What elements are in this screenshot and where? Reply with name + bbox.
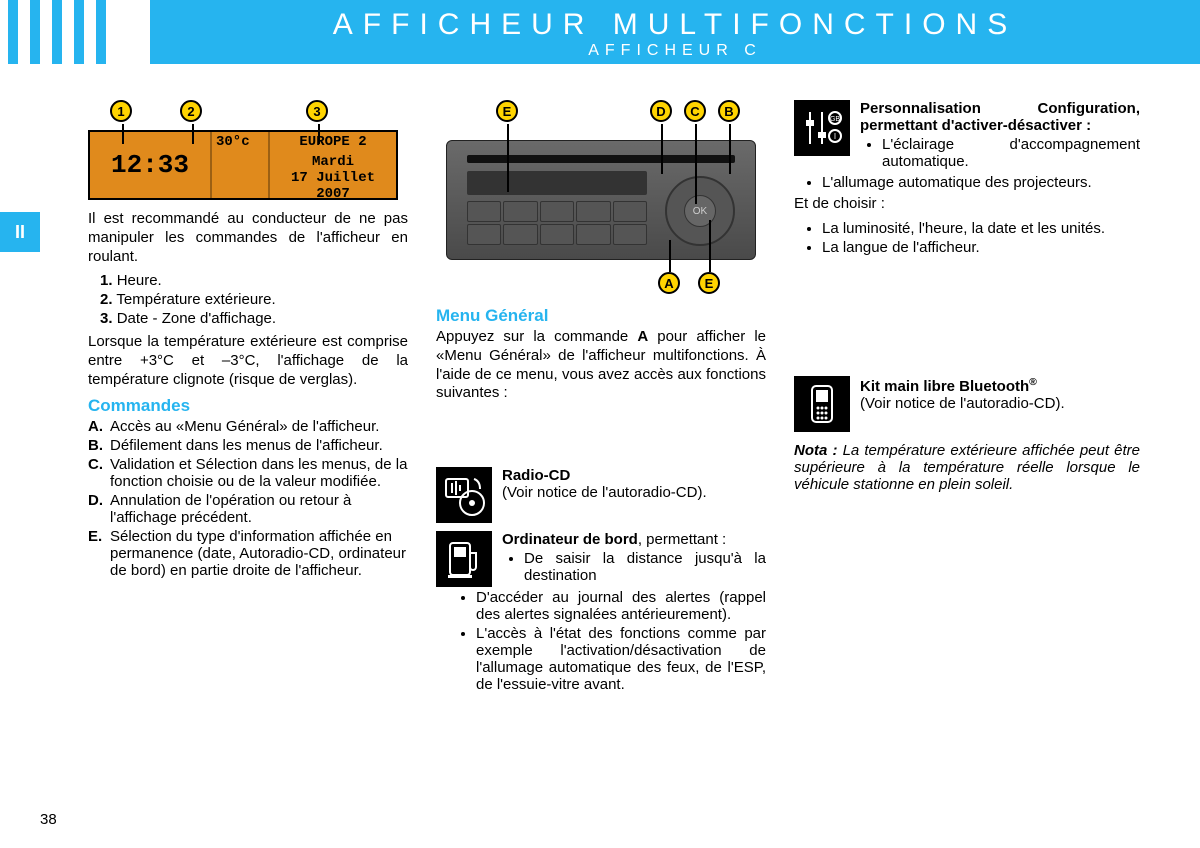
warning-text: Il est recommandé au conducteur de ne pa… bbox=[88, 210, 408, 266]
column-1: 1 2 3 12:33 30°c EUROPE 2 Mardi 17 Juill… bbox=[88, 100, 408, 808]
chapter-tab: II bbox=[0, 212, 40, 252]
display-date-day: Mardi bbox=[278, 154, 388, 170]
marker-E-top: E bbox=[496, 100, 518, 122]
personalization-block: GB I Personnalisation Configuration, per… bbox=[794, 100, 1140, 172]
marker-C: C bbox=[684, 100, 706, 122]
column-3: GB I Personnalisation Configuration, per… bbox=[794, 100, 1140, 808]
marker-D: D bbox=[650, 100, 672, 122]
commands-title: Commandes bbox=[88, 396, 408, 416]
marker-1: 1 bbox=[110, 100, 132, 122]
display-legend-list: 1. Heure. 2. Température extérieure. 3. … bbox=[100, 272, 408, 327]
svg-text:GB: GB bbox=[830, 116, 840, 123]
phone-icon bbox=[794, 376, 850, 432]
bluetooth-block: Kit main libre Bluetooth® (Voir notice d… bbox=[794, 376, 1140, 432]
marker-3: 3 bbox=[306, 100, 328, 122]
menu-intro: Appuyez sur la commande A pour afficher … bbox=[436, 328, 766, 403]
column-2: E D C B A E Menu Général Appuyez sur la … bbox=[436, 100, 766, 808]
display-date: 17 Juillet 2007 bbox=[278, 170, 388, 202]
fuel-pump-icon bbox=[436, 531, 492, 587]
display-figure: 1 2 3 12:33 30°c EUROPE 2 Mardi 17 Juill… bbox=[88, 100, 398, 200]
marker-B: B bbox=[718, 100, 740, 122]
radio-figure: E D C B A E bbox=[436, 100, 766, 300]
radio-cd-icon bbox=[436, 467, 492, 523]
trip-computer-block: Ordinateur de bord, permettant : De sais… bbox=[436, 531, 766, 587]
commands-list: A.Accès au «Menu Général» de l'afficheur… bbox=[88, 418, 408, 579]
choose-intro: Et de choisir : bbox=[794, 195, 1140, 214]
sliders-icon: GB I bbox=[794, 100, 850, 156]
decorative-stripes bbox=[8, 0, 106, 64]
page-number: 38 bbox=[40, 811, 57, 828]
nota-text: Nota : La température extérieure affiché… bbox=[794, 442, 1140, 493]
menu-title: Menu Général bbox=[436, 306, 766, 326]
header-bar: AFFICHEUR MULTIFONCTIONS AFFICHEUR C bbox=[150, 0, 1200, 64]
radio-cd-block: Radio-CD (Voir notice de l'autoradio-CD)… bbox=[436, 467, 766, 523]
display-station: EUROPE 2 bbox=[278, 134, 388, 150]
marker-E-bottom: E bbox=[698, 272, 720, 294]
display-temp: 30°c bbox=[210, 132, 270, 198]
page-main-title: AFFICHEUR MULTIFONCTIONS bbox=[150, 8, 1200, 42]
temp-note: Lorsque la température extérieure est co… bbox=[88, 333, 408, 389]
page-sub-title: AFFICHEUR C bbox=[150, 42, 1200, 60]
marker-A: A bbox=[658, 272, 680, 294]
svg-text:I: I bbox=[834, 132, 836, 141]
marker-2: 2 bbox=[180, 100, 202, 122]
